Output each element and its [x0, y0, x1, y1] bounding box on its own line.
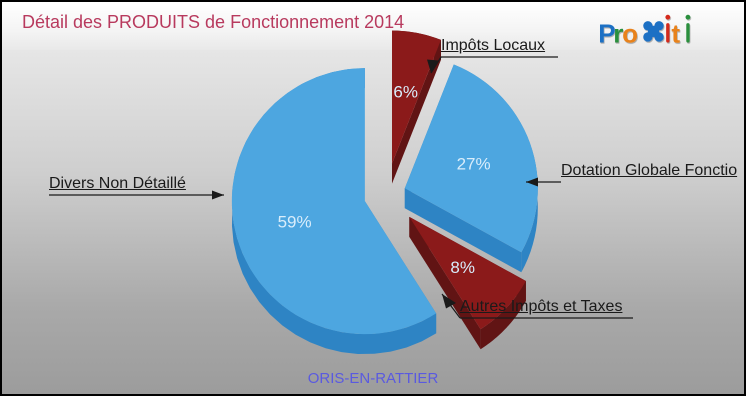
svg-text:o: o — [622, 19, 638, 49]
svg-text:59%: 59% — [278, 213, 312, 232]
svg-text:6%: 6% — [393, 83, 418, 102]
svg-text:27%: 27% — [457, 154, 491, 173]
svg-text:t: t — [671, 19, 680, 49]
svg-text:8%: 8% — [450, 258, 475, 277]
